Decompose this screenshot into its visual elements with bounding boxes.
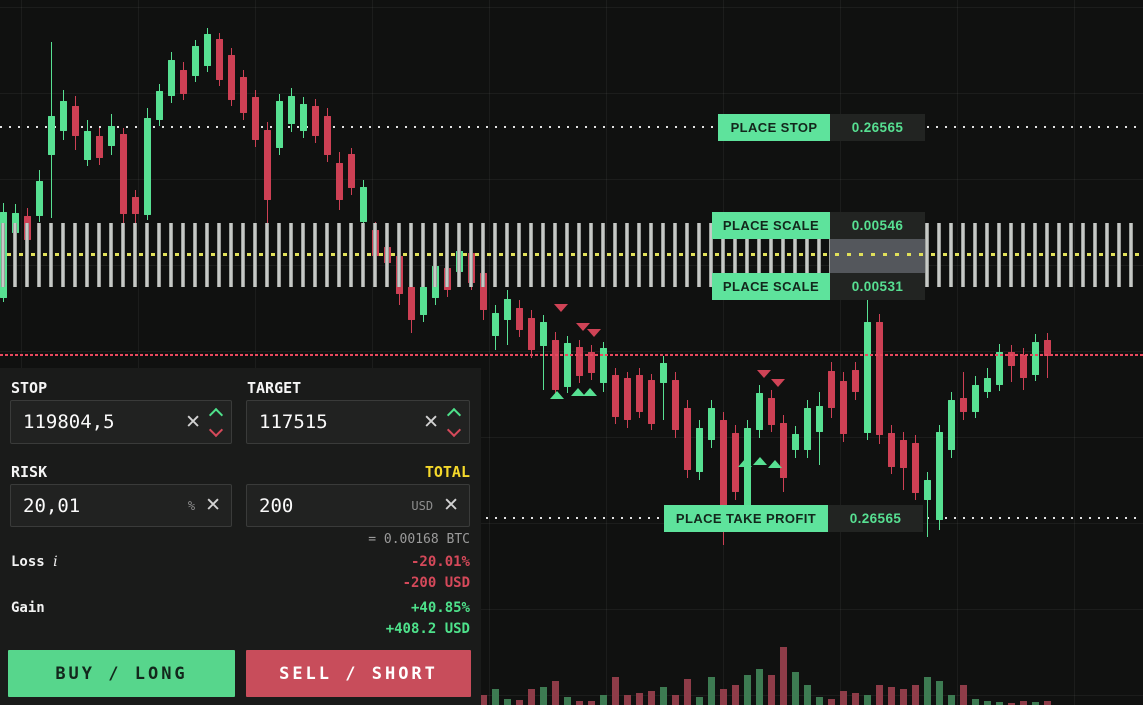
risk-percent-input[interactable]: 20,01 % ✕	[10, 484, 232, 527]
sell-marker-icon	[771, 379, 785, 387]
target-decrement-icon[interactable]	[446, 422, 462, 437]
gain-percent-value: +40.85%	[410, 600, 470, 616]
scale-center-dotted-line[interactable]	[0, 253, 1143, 256]
buy-marker-icon	[571, 388, 585, 396]
loss-usd-value: -200 USD	[402, 575, 470, 591]
sell-marker-icon	[757, 370, 771, 378]
place-stop-button[interactable]: PLACE STOP	[718, 114, 830, 141]
buy-marker-icon	[738, 459, 752, 467]
buy-marker-icon	[550, 391, 564, 399]
stop-increment-icon[interactable]	[208, 407, 224, 422]
buy-marker-icon	[583, 388, 597, 396]
target-field-label: TARGET	[247, 379, 302, 397]
target-price-value[interactable]: 117515	[259, 411, 328, 433]
place-take-profit-button[interactable]: PLACE TAKE PROFIT	[664, 505, 828, 532]
loss-percent-value: -20.01%	[410, 554, 470, 570]
place-scale-lower-button[interactable]: PLACE SCALE	[712, 273, 830, 300]
take-profit-dotted-line[interactable]	[0, 517, 1143, 519]
risk-unit-label: %	[187, 498, 196, 513]
stop-clear-icon[interactable]: ✕	[185, 410, 201, 433]
place-scale-lower-value[interactable]: 0.00531	[830, 273, 925, 300]
order-panel: STOP TARGET 119804,5 ✕ 117515 ✕ RISK TOT…	[0, 368, 481, 705]
loss-info-icon[interactable]: i	[53, 554, 58, 570]
gain-label: Gain	[11, 600, 45, 616]
stop-price-value[interactable]: 119804,5	[23, 411, 115, 433]
target-clear-icon[interactable]: ✕	[423, 410, 439, 433]
total-amount-input[interactable]: 200 USD ✕	[246, 484, 470, 527]
loss-label: Loss i	[11, 554, 58, 570]
sell-marker-icon	[576, 323, 590, 331]
total-unit-label: USD	[411, 498, 434, 513]
buy-long-button[interactable]: BUY / LONG	[8, 650, 235, 697]
sell-marker-icon	[587, 329, 601, 337]
current-price-dotted-line	[0, 354, 1143, 356]
btc-conversion-text: = 0.00168 BTC	[368, 532, 470, 547]
buy-marker-icon	[753, 457, 767, 465]
total-clear-icon[interactable]: ✕	[443, 494, 459, 516]
stop-field-label: STOP	[11, 379, 48, 397]
place-stop-value[interactable]: 0.26565	[830, 114, 925, 141]
risk-field-label: RISK	[11, 463, 48, 481]
sell-short-button[interactable]: SELL / SHORT	[246, 650, 471, 697]
stop-price-input[interactable]: 119804,5 ✕	[10, 400, 232, 444]
place-scale-upper-button[interactable]: PLACE SCALE	[712, 212, 830, 239]
total-amount-value[interactable]: 200	[259, 494, 294, 517]
sell-marker-icon	[554, 304, 568, 312]
stop-price-dotted-line[interactable]	[0, 126, 1143, 128]
place-take-profit-value[interactable]: 0.26565	[828, 505, 923, 532]
risk-clear-icon[interactable]: ✕	[205, 494, 221, 516]
target-price-input[interactable]: 117515 ✕	[246, 400, 470, 444]
place-scale-upper-value[interactable]: 0.00546	[830, 212, 925, 239]
target-increment-icon[interactable]	[446, 407, 462, 422]
total-field-label: TOTAL	[424, 463, 470, 481]
risk-percent-value[interactable]: 20,01	[23, 494, 81, 517]
buy-marker-icon	[768, 460, 782, 468]
stop-decrement-icon[interactable]	[208, 422, 224, 437]
gain-usd-value: +408.2 USD	[385, 621, 470, 637]
